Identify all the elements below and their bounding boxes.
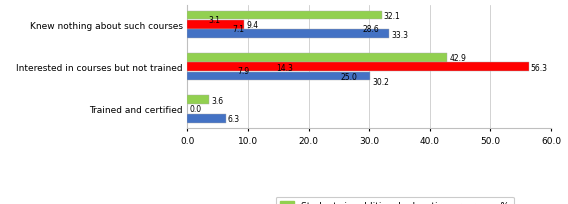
Text: 32.1: 32.1 [384, 12, 400, 21]
Bar [187, 30, 389, 39]
Text: 42.9: 42.9 [449, 54, 466, 63]
Text: 56.3: 56.3 [531, 63, 548, 72]
Bar [187, 21, 244, 29]
Bar [187, 96, 209, 104]
Text: 7.9: 7.9 [237, 67, 249, 76]
Text: 3.6: 3.6 [211, 96, 223, 105]
Text: 7.1: 7.1 [232, 25, 244, 34]
Bar [187, 12, 382, 20]
Bar [187, 114, 225, 123]
Text: 6.3: 6.3 [227, 115, 240, 124]
Text: 30.2: 30.2 [372, 78, 389, 86]
Text: 28.6: 28.6 [362, 25, 379, 34]
Bar [187, 72, 370, 81]
Text: 3.1: 3.1 [208, 16, 220, 25]
Text: 33.3: 33.3 [391, 30, 408, 39]
Text: 9.4: 9.4 [246, 21, 258, 30]
Bar [187, 63, 529, 72]
Text: 0.0: 0.0 [189, 105, 202, 114]
Text: 14.3: 14.3 [276, 63, 293, 72]
Bar [187, 54, 448, 62]
Text: 25.0: 25.0 [341, 73, 358, 81]
Legend: Students in additional education programs, %, Master 's degrees, %, Bachelor 's : Students in additional education program… [275, 197, 513, 204]
